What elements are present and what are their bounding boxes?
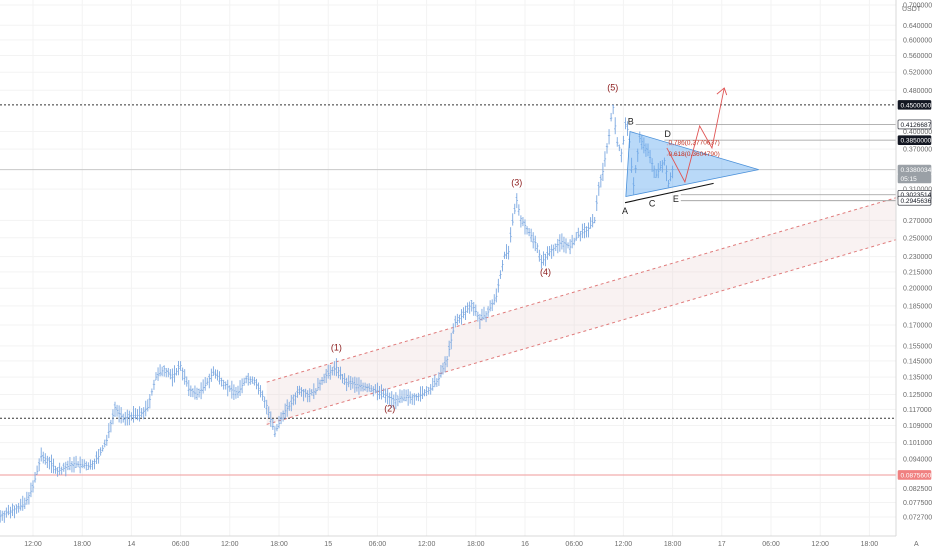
price-tag-text: 0.0875600 xyxy=(901,472,932,479)
pattern-point-label: E xyxy=(673,194,679,204)
wave-label: (4) xyxy=(540,267,551,277)
price-tag-box xyxy=(897,100,932,110)
pattern-point-label: A xyxy=(622,206,628,216)
time-tick-label: 12:00 xyxy=(418,541,436,548)
price-tag-text: 0.3380034 xyxy=(901,167,932,174)
currency-label: USDT xyxy=(902,6,922,13)
price-tag-box xyxy=(897,119,932,130)
time-tick-label: 18:00 xyxy=(467,541,485,548)
price-tag-text: 0.3023514 xyxy=(901,192,932,199)
triangle-fill xyxy=(625,130,759,198)
fib-label: 0.618(0.3604790) xyxy=(669,151,720,158)
time-axis-panel[interactable] xyxy=(0,536,932,550)
triangle-support-line xyxy=(624,182,714,204)
time-axis-ticks: 12:00 18:00 14 06:00 12:00 18:00 15 06:00 12:00 1… xyxy=(24,541,878,548)
price-bars xyxy=(0,104,674,523)
channel-fill xyxy=(266,187,932,425)
auto-scale-button[interactable]: A xyxy=(914,541,919,548)
price-tags: 0.4500000 0.4126687 0.3850000 0.3380034 05:1… xyxy=(897,100,932,480)
time-tick-label: 15 xyxy=(324,541,332,548)
projection-arrow-head xyxy=(716,87,728,96)
price-tag-text: 0.4500000 xyxy=(901,102,932,109)
price-tag-text: 0.4126687 xyxy=(901,122,932,129)
price-tick-label: 0.7000000 xyxy=(903,3,932,10)
price-tag-box xyxy=(897,195,932,206)
time-tick-label: 06:00 xyxy=(369,541,387,548)
wave-label: (1) xyxy=(331,342,342,352)
time-tick-label: 16 xyxy=(521,541,529,548)
time-tick-label: 12:00 xyxy=(811,541,829,548)
time-tick-label: 18:00 xyxy=(73,541,91,548)
price-tag-text: 05:15 xyxy=(901,176,918,183)
price-tag-text: 0.3850000 xyxy=(901,138,932,145)
time-tick-label: 12:00 xyxy=(615,541,633,548)
time-tick-label: 18:00 xyxy=(664,541,682,548)
time-tick-label: 06:00 xyxy=(172,541,190,548)
wave-label: (5) xyxy=(607,82,618,92)
time-tick-label: 12:00 xyxy=(221,541,239,548)
pattern-point-label: B xyxy=(628,116,634,126)
time-tick-label: 06:00 xyxy=(565,541,583,548)
reference-lines xyxy=(0,104,896,476)
channel-upper-line xyxy=(266,186,932,383)
time-tick-label: 17 xyxy=(718,541,726,548)
price-tag-box xyxy=(897,470,932,480)
time-tick-label: 14 xyxy=(128,541,136,548)
time-tick-label: 18:00 xyxy=(861,541,879,548)
price-tag-box xyxy=(897,135,932,145)
fib-label: 0.786(0.3770637) xyxy=(669,139,720,146)
time-tick-label: 12:00 xyxy=(24,541,42,548)
projection-path xyxy=(666,87,725,184)
triangle-pattern[interactable]: 0.786(0.3770637) 0.618(0.3604790) A B C D E xyxy=(622,87,759,216)
pattern-point-label: C xyxy=(649,199,656,209)
price-axis-panel[interactable] xyxy=(896,0,932,550)
wave-labels: (1) (2) (3) (4) (5) xyxy=(331,82,618,413)
time-tick-label: 18:00 xyxy=(270,541,288,548)
chart-grid xyxy=(0,0,896,536)
wave-label: (2) xyxy=(384,403,395,413)
trend-channel[interactable] xyxy=(266,174,932,425)
pattern-point-label: D xyxy=(664,129,671,139)
price-tag-text: 0.2945636 xyxy=(901,198,932,205)
time-tick-label: 06:00 xyxy=(762,541,780,548)
wave-label: (3) xyxy=(511,178,522,188)
price-tag-box xyxy=(897,173,932,184)
